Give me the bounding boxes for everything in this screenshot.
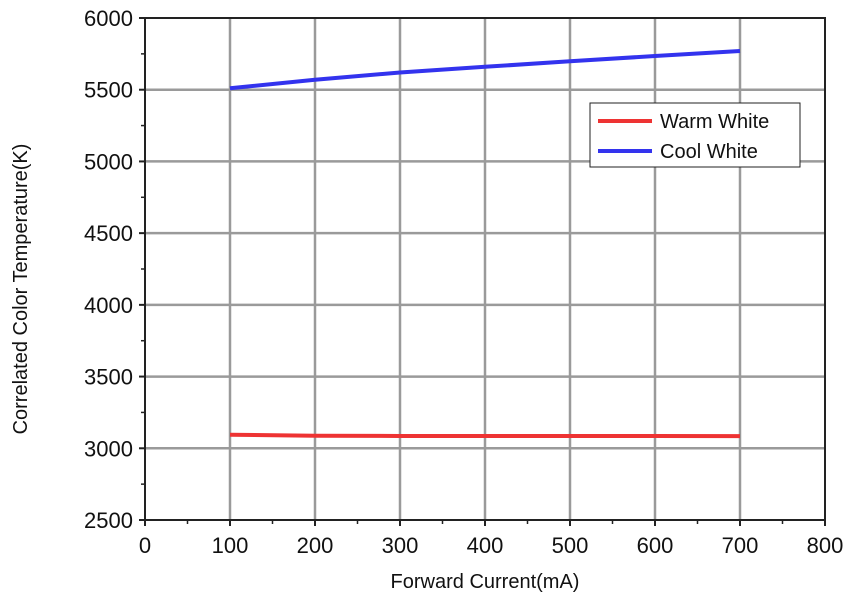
grid <box>145 18 825 520</box>
y-tick-labels: 2500 3000 3500 4000 4500 5000 5500 6000 <box>84 6 133 533</box>
legend: Warm White Cool White <box>589 102 801 168</box>
y-tick-label: 5500 <box>84 78 133 103</box>
legend-label-cool-white: Cool White <box>660 141 758 163</box>
x-tick-label: 300 <box>382 533 419 558</box>
x-tick-label: 0 <box>139 533 151 558</box>
x-tick-label: 200 <box>297 533 334 558</box>
y-tick-label: 2500 <box>84 508 133 533</box>
y-tick-label: 3000 <box>84 436 133 461</box>
series-lines <box>229 49 741 439</box>
series-line-cool-white <box>229 49 741 91</box>
x-tick-label: 100 <box>212 533 249 558</box>
axis-ticks <box>139 17 826 526</box>
legend-label-warm-white: Warm White <box>660 111 769 133</box>
y-tick-label: 5000 <box>84 149 133 174</box>
y-tick-label: 3500 <box>84 365 133 390</box>
x-axis-title: Forward Current(mA) <box>391 571 580 593</box>
x-tick-labels: 0 100 200 300 400 500 600 700 800 <box>139 533 843 558</box>
legend-box <box>589 102 801 168</box>
y-axis-title: Correlated Color Temperature(K) <box>10 144 32 435</box>
y-tick-label: 4000 <box>84 293 133 318</box>
y-tick-label: 4500 <box>84 221 133 246</box>
x-tick-label: 500 <box>552 533 589 558</box>
x-tick-label: 600 <box>637 533 674 558</box>
y-tick-label: 6000 <box>84 6 133 31</box>
series-line-warm-white <box>229 432 741 439</box>
x-tick-label: 700 <box>722 533 759 558</box>
x-tick-label: 400 <box>467 533 504 558</box>
x-tick-label: 800 <box>807 533 844 558</box>
